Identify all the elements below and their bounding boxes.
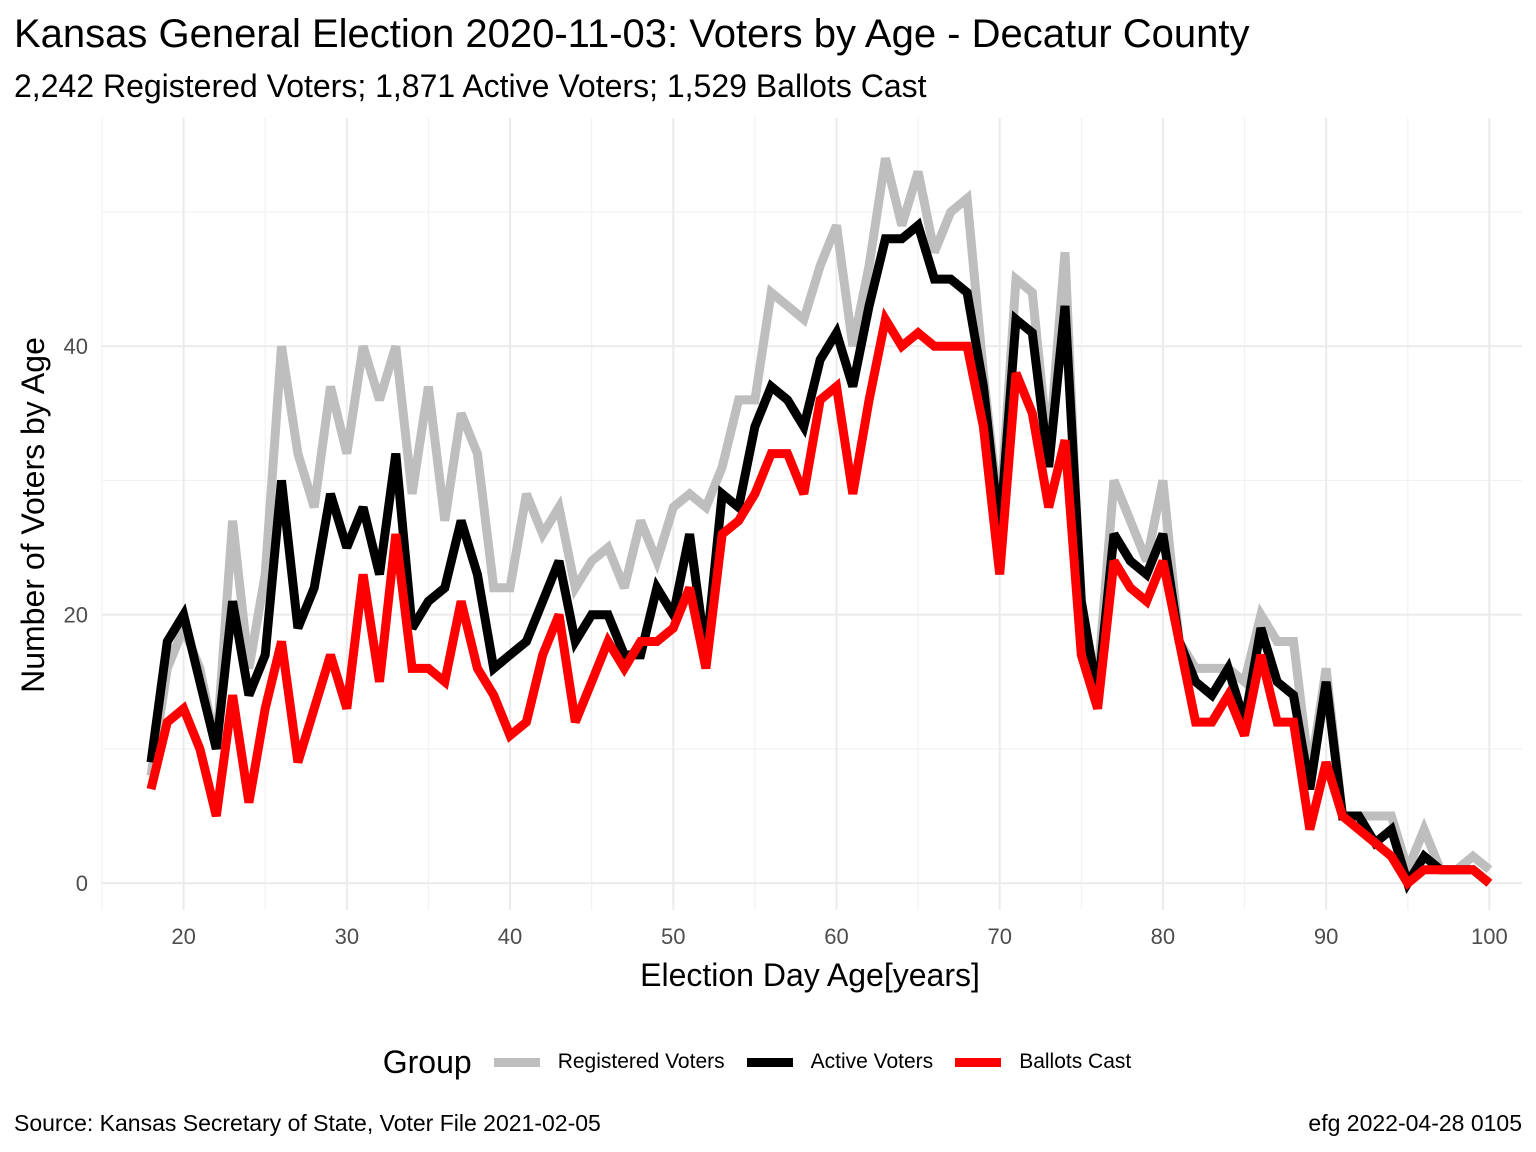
legend-item-registered-voters: Registered Voters [493, 1050, 725, 1074]
x-tick-label: 80 [1151, 924, 1175, 949]
source-caption: Source: Kansas Secretary of State, Voter… [14, 1110, 601, 1136]
x-tick-label: 20 [171, 924, 195, 949]
y-tick-label: 0 [76, 871, 88, 896]
legend-label-registered-voters: Registered Voters [557, 1050, 725, 1073]
chart-subtitle: 2,242 Registered Voters; 1,871 Active Vo… [14, 68, 927, 104]
x-tick-label: 90 [1314, 924, 1338, 949]
legend-item-active-voters: Active Voters [746, 1050, 934, 1074]
x-tick-label: 100 [1471, 924, 1508, 949]
y-tick-label: 20 [64, 603, 88, 628]
legend-swatch-active-voters [746, 1057, 793, 1067]
y-tick-label: 40 [64, 334, 88, 359]
x-tick-label: 30 [335, 924, 359, 949]
x-tick-label: 70 [987, 924, 1011, 949]
legend-swatch-registered-voters [493, 1057, 540, 1067]
legend-title: Group [382, 1043, 472, 1080]
x-tick-label: 60 [824, 924, 848, 949]
series-line-active-voters [146, 217, 1493, 895]
legend-label-ballots-cast: Ballots Cast [1019, 1050, 1132, 1073]
x-tick-label: 50 [661, 924, 685, 949]
chart-title: Kansas General Election 2020-11-03: Vote… [14, 12, 1250, 56]
x-axis-title: Election Day Age[years] [640, 957, 980, 993]
tick-labels: 20 30 40 50 60 70 80 90 100 0 20 40 [64, 334, 1508, 949]
legend-item-ballots-cast: Ballots Cast [955, 1050, 1131, 1074]
grid-lines [101, 118, 1522, 910]
series-lines [146, 157, 1493, 895]
credit-caption: efg 2022-04-28 0105 [1308, 1110, 1522, 1136]
series-line-registered-voters [146, 157, 1493, 884]
x-tick-label: 40 [498, 924, 522, 949]
y-axis-title: Number of Voters by Age [15, 337, 51, 693]
series-line-ballots-cast [146, 307, 1493, 890]
legend-label-active-voters: Active Voters [810, 1050, 934, 1073]
legend-swatch-ballots-cast [955, 1057, 1002, 1067]
legend: Group Registered Voters Active Voters Ba… [0, 1040, 1536, 1084]
